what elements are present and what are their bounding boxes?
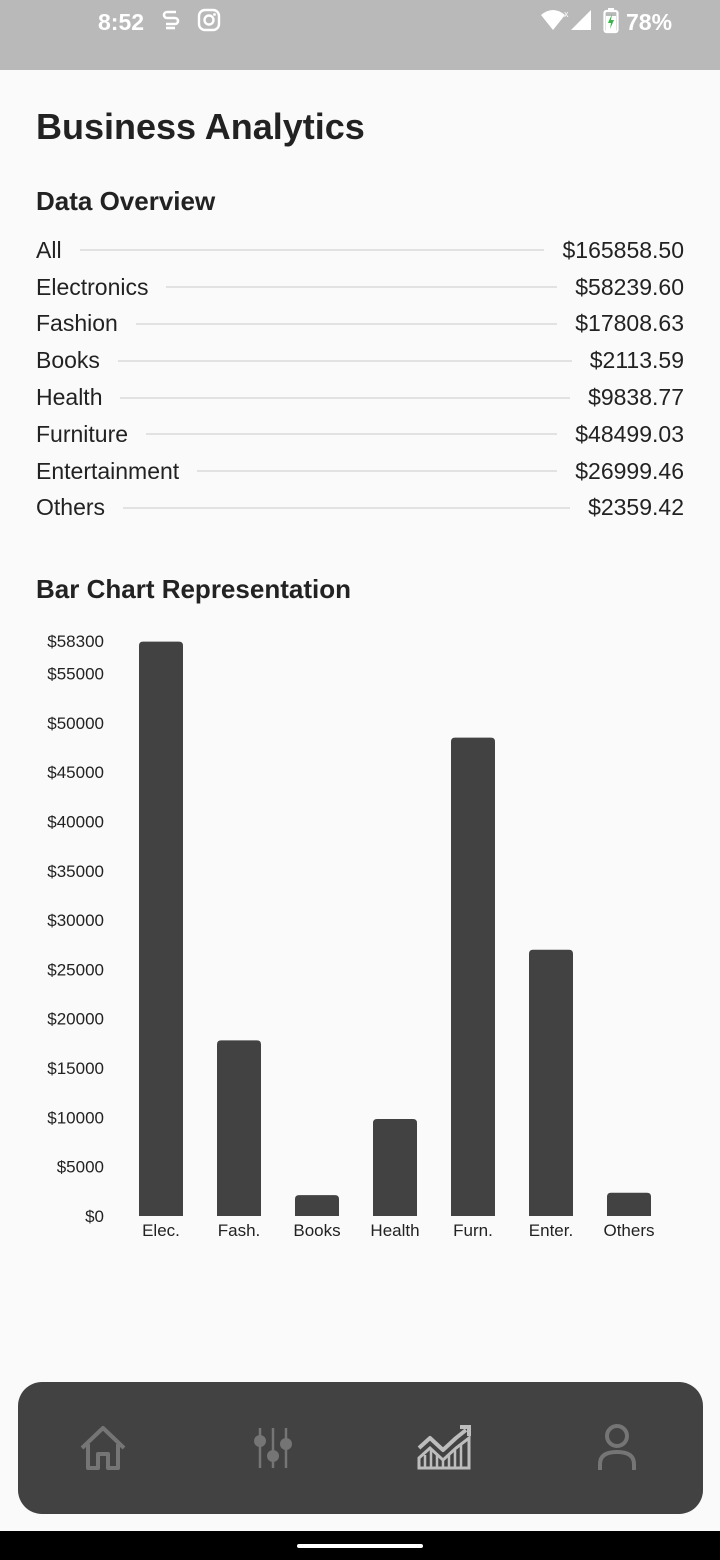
chart-icon <box>417 1425 471 1470</box>
y-tick-label: $50000 <box>47 714 104 733</box>
y-tick-label: $35000 <box>47 862 104 881</box>
overview-value: $17808.63 <box>575 310 684 337</box>
bar-fash <box>217 1040 261 1216</box>
overview-label: Furniture <box>36 420 129 447</box>
y-tick-label: $10000 <box>47 1108 104 1127</box>
leader-line <box>146 433 558 436</box>
status-bar: 8:52 x 78% <box>0 0 720 70</box>
wifi-icon: x <box>540 8 570 37</box>
leader-line <box>123 506 571 509</box>
bottom-nav <box>18 1382 703 1514</box>
y-tick-label: $40000 <box>47 812 104 831</box>
y-tick-label: $0 <box>85 1207 104 1226</box>
battery-percent: 78% <box>626 9 673 35</box>
overview-label: Health <box>36 384 103 411</box>
sliders-icon <box>254 1428 292 1468</box>
leader-line <box>135 322 558 325</box>
overview-value: $26999.46 <box>575 457 684 484</box>
overview-label: Electronics <box>36 273 149 300</box>
overview-value: $165858.50 <box>562 236 684 263</box>
instagram-icon <box>197 8 221 37</box>
overview-value: $48499.03 <box>575 420 684 447</box>
overview-label: Fashion <box>36 310 118 337</box>
leader-line <box>166 286 558 289</box>
person-icon <box>598 1424 636 1470</box>
overview-title: Data Overview <box>36 186 216 216</box>
overview-row: Fashion $17808.63 <box>36 306 684 343</box>
y-tick-label: $30000 <box>47 911 104 930</box>
overview-label: Others <box>36 494 106 521</box>
leader-line <box>117 359 572 362</box>
bar-chart-svg: $0 $5000 $10000 $15000 $20000 $25000 $30000 $35… <box>47 632 654 1240</box>
nav-analytics[interactable] <box>416 1422 471 1476</box>
x-tick-label: Fash. <box>218 1221 261 1240</box>
bar-books <box>295 1195 339 1216</box>
overview-label: Entertainment <box>36 457 180 484</box>
y-tick-label: $45000 <box>47 763 104 782</box>
overview-row: All $165858.50 <box>36 232 684 269</box>
leader-line <box>197 470 558 473</box>
overview-value: $58239.60 <box>575 273 684 300</box>
overview-row: Health $9838.77 <box>36 379 684 416</box>
y-tick-label: $20000 <box>47 1010 104 1029</box>
overview-value: $2113.59 <box>589 347 684 374</box>
overview-value: $9838.77 <box>588 384 684 411</box>
overview-label: Books <box>36 347 100 374</box>
x-tick-label: Enter. <box>529 1221 573 1240</box>
leader-line <box>120 396 571 399</box>
svg-text:x: x <box>564 9 569 19</box>
bar-health <box>373 1118 417 1216</box>
bar-chart: $0 $5000 $10000 $15000 $20000 $25000 $30000 $35… <box>0 620 720 1260</box>
nav-profile[interactable] <box>590 1422 644 1476</box>
overview-list: All $165858.50 Electronics $58239.60 Fas… <box>36 232 684 526</box>
overview-row: Electronics $58239.60 <box>36 269 684 306</box>
y-tick-label: $5000 <box>57 1158 104 1177</box>
y-tick-label: $25000 <box>47 960 104 979</box>
y-tick-label: $55000 <box>47 665 104 684</box>
bar-elec <box>139 641 183 1216</box>
x-tick-label: Health <box>370 1221 419 1240</box>
overview-row: Books $2113.59 <box>36 342 684 379</box>
overview-row: Entertainment $26999.46 <box>36 453 684 490</box>
status-time: 8:52 <box>98 9 145 35</box>
overview-label: All <box>36 236 62 263</box>
battery-charging-icon <box>603 8 619 39</box>
home-icon <box>80 1426 126 1470</box>
overview-value: $2359.42 <box>588 494 684 521</box>
y-tick-label: $58300 <box>47 632 104 651</box>
gesture-bar <box>0 1531 720 1560</box>
overview-row: Furniture $48499.03 <box>36 416 684 453</box>
home-indicator[interactable] <box>297 1544 423 1548</box>
overview-row: Others $2359.42 <box>36 490 684 527</box>
bar-others <box>607 1192 651 1216</box>
signal-icon <box>570 8 592 37</box>
leader-line <box>79 249 545 252</box>
sync-icon <box>160 8 182 37</box>
x-tick-label: Furn. <box>453 1221 493 1240</box>
chart-title: Bar Chart Representation <box>36 574 351 604</box>
x-tick-label: Books <box>293 1221 340 1240</box>
nav-home[interactable] <box>76 1422 130 1476</box>
bar-enter <box>529 949 573 1216</box>
page-title: Business Analytics <box>36 106 365 147</box>
y-tick-label: $15000 <box>47 1059 104 1078</box>
bar-furn <box>451 737 495 1216</box>
x-tick-label: Elec. <box>142 1221 180 1240</box>
x-tick-label: Others <box>603 1221 654 1240</box>
nav-filters[interactable] <box>246 1422 300 1476</box>
